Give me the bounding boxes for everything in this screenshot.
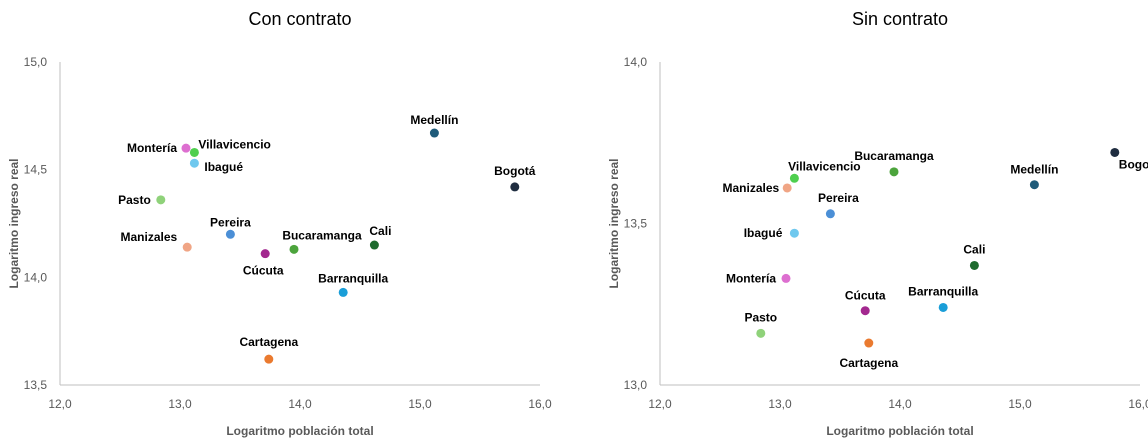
x-axis-label: Logaritmo población total (226, 424, 373, 438)
x-tick-label: 12,0 (648, 397, 672, 411)
y-axis-label: Logaritmo ingreso real (7, 158, 21, 288)
data-point-label: Barranquilla (908, 284, 978, 298)
data-point-label: Pasto (118, 193, 151, 207)
data-point (429, 128, 439, 138)
data-point (860, 306, 870, 316)
data-point (1110, 147, 1120, 157)
x-tick-label: 16,0 (1128, 397, 1148, 411)
data-point-label: Cúcuta (243, 264, 284, 278)
data-point (156, 195, 166, 205)
y-tick-label: 13,5 (624, 217, 648, 231)
data-point (756, 328, 766, 338)
chart-2: Sin contrato12,013,014,015,016,013,013,5… (607, 9, 1148, 438)
y-tick-label: 14,0 (24, 270, 48, 284)
data-point (864, 338, 874, 348)
x-tick-label: 12,0 (48, 397, 72, 411)
data-point (369, 240, 379, 250)
chart-title: Con contrato (248, 9, 351, 29)
data-point-label: Cúcuta (845, 289, 886, 303)
y-tick-label: 13,5 (24, 378, 48, 392)
data-point (1029, 180, 1039, 190)
y-tick-label: 15,0 (24, 55, 48, 69)
data-point-label: Bucaramanga (854, 149, 934, 163)
y-axis-label: Logaritmo ingreso real (607, 158, 621, 288)
data-point-label: Manizales (120, 230, 177, 244)
data-point-label: Ibagué (204, 160, 243, 174)
data-point (889, 167, 899, 177)
y-tick-label: 13,0 (624, 378, 648, 392)
data-point-label: Medellín (410, 113, 458, 127)
data-point-label: Manizales (722, 181, 779, 195)
x-tick-label: 14,0 (888, 397, 912, 411)
data-point-label: Pasto (744, 310, 777, 324)
data-point-label: Villavicencio (198, 137, 271, 151)
data-point (189, 147, 199, 157)
data-point-label: Ibagué (744, 226, 783, 240)
data-point-label: Montería (726, 271, 776, 285)
data-point (969, 260, 979, 270)
data-point (782, 183, 792, 193)
data-point (825, 209, 835, 219)
x-tick-label: 15,0 (408, 397, 432, 411)
chart-1: Con contrato 12,0 13,0 14,0 15,0 16,0 13,5 14,0… (7, 9, 552, 438)
data-point-label: Villavicencio (788, 159, 861, 173)
x-tick-label: 13,0 (168, 397, 192, 411)
data-point (510, 182, 520, 192)
data-point (260, 249, 270, 259)
data-point-label: Bucaramanga (282, 228, 362, 242)
x-tick-label: 14,0 (288, 397, 312, 411)
data-point (189, 158, 199, 168)
data-point-label: Bogotá (494, 164, 536, 178)
data-point-label: Cartagena (239, 335, 298, 349)
x-tick-label: 15,0 (1008, 397, 1032, 411)
data-point-label: Cartagena (839, 356, 898, 370)
x-tick-label: 13,0 (768, 397, 792, 411)
data-point-label: Medellín (1010, 163, 1058, 177)
data-point-label: Pereira (818, 191, 859, 205)
data-point (182, 242, 192, 252)
data-point (225, 229, 235, 239)
data-point (181, 143, 191, 153)
data-point (264, 354, 274, 364)
x-tick-label: 16,0 (528, 397, 552, 411)
y-tick-label: 14,0 (624, 55, 648, 69)
data-point-label: Bogotá (1119, 157, 1148, 171)
chart-title: Sin contrato (852, 9, 948, 29)
data-point (938, 302, 948, 312)
data-point-label: Montería (127, 141, 177, 155)
data-point-label: Pereira (210, 215, 251, 229)
data-point (789, 173, 799, 183)
x-axis-label: Logaritmo población total (826, 424, 973, 438)
data-point-label: Cali (963, 242, 985, 256)
data-point-label: Cali (369, 224, 391, 238)
data-point-label: Barranquilla (318, 271, 388, 285)
data-point (781, 273, 791, 283)
y-tick-label: 14,5 (24, 163, 48, 177)
data-point (338, 287, 348, 297)
data-point (289, 244, 299, 254)
data-point (789, 228, 799, 238)
